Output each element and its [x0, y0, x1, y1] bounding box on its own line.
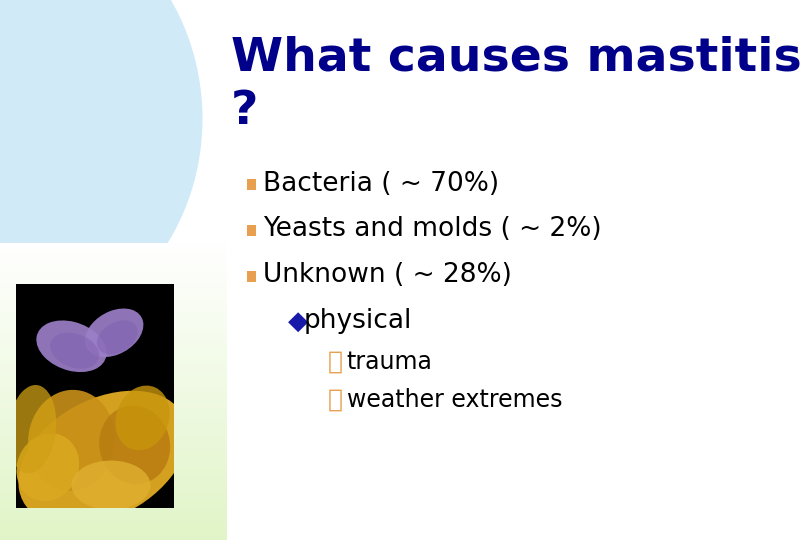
Ellipse shape — [19, 391, 188, 526]
Text: weather extremes: weather extremes — [347, 388, 562, 411]
Ellipse shape — [99, 406, 170, 484]
Ellipse shape — [28, 390, 115, 491]
Ellipse shape — [16, 433, 79, 501]
Ellipse shape — [71, 461, 151, 510]
Ellipse shape — [0, 0, 202, 340]
Bar — [247, 179, 256, 190]
Bar — [247, 271, 256, 282]
Text: ◆: ◆ — [288, 308, 308, 334]
Text: ?: ? — [231, 89, 258, 134]
Text: Bacteria ( ~ 70%): Bacteria ( ~ 70%) — [263, 171, 500, 197]
Text: trauma: trauma — [347, 350, 433, 374]
Text: Yeasts and molds ( ~ 2%): Yeasts and molds ( ~ 2%) — [263, 217, 602, 242]
Text: :  — [328, 350, 343, 374]
Ellipse shape — [7, 385, 57, 474]
Text: Unknown ( ~ 28%): Unknown ( ~ 28%) — [263, 262, 512, 288]
Ellipse shape — [50, 333, 100, 369]
Text: physical: physical — [304, 308, 412, 334]
Ellipse shape — [36, 320, 107, 372]
Text: What causes mastitis: What causes mastitis — [231, 35, 802, 80]
Text: :  — [328, 388, 343, 411]
Bar — [247, 225, 256, 236]
Ellipse shape — [85, 308, 143, 357]
Ellipse shape — [97, 320, 138, 354]
Ellipse shape — [116, 386, 169, 450]
